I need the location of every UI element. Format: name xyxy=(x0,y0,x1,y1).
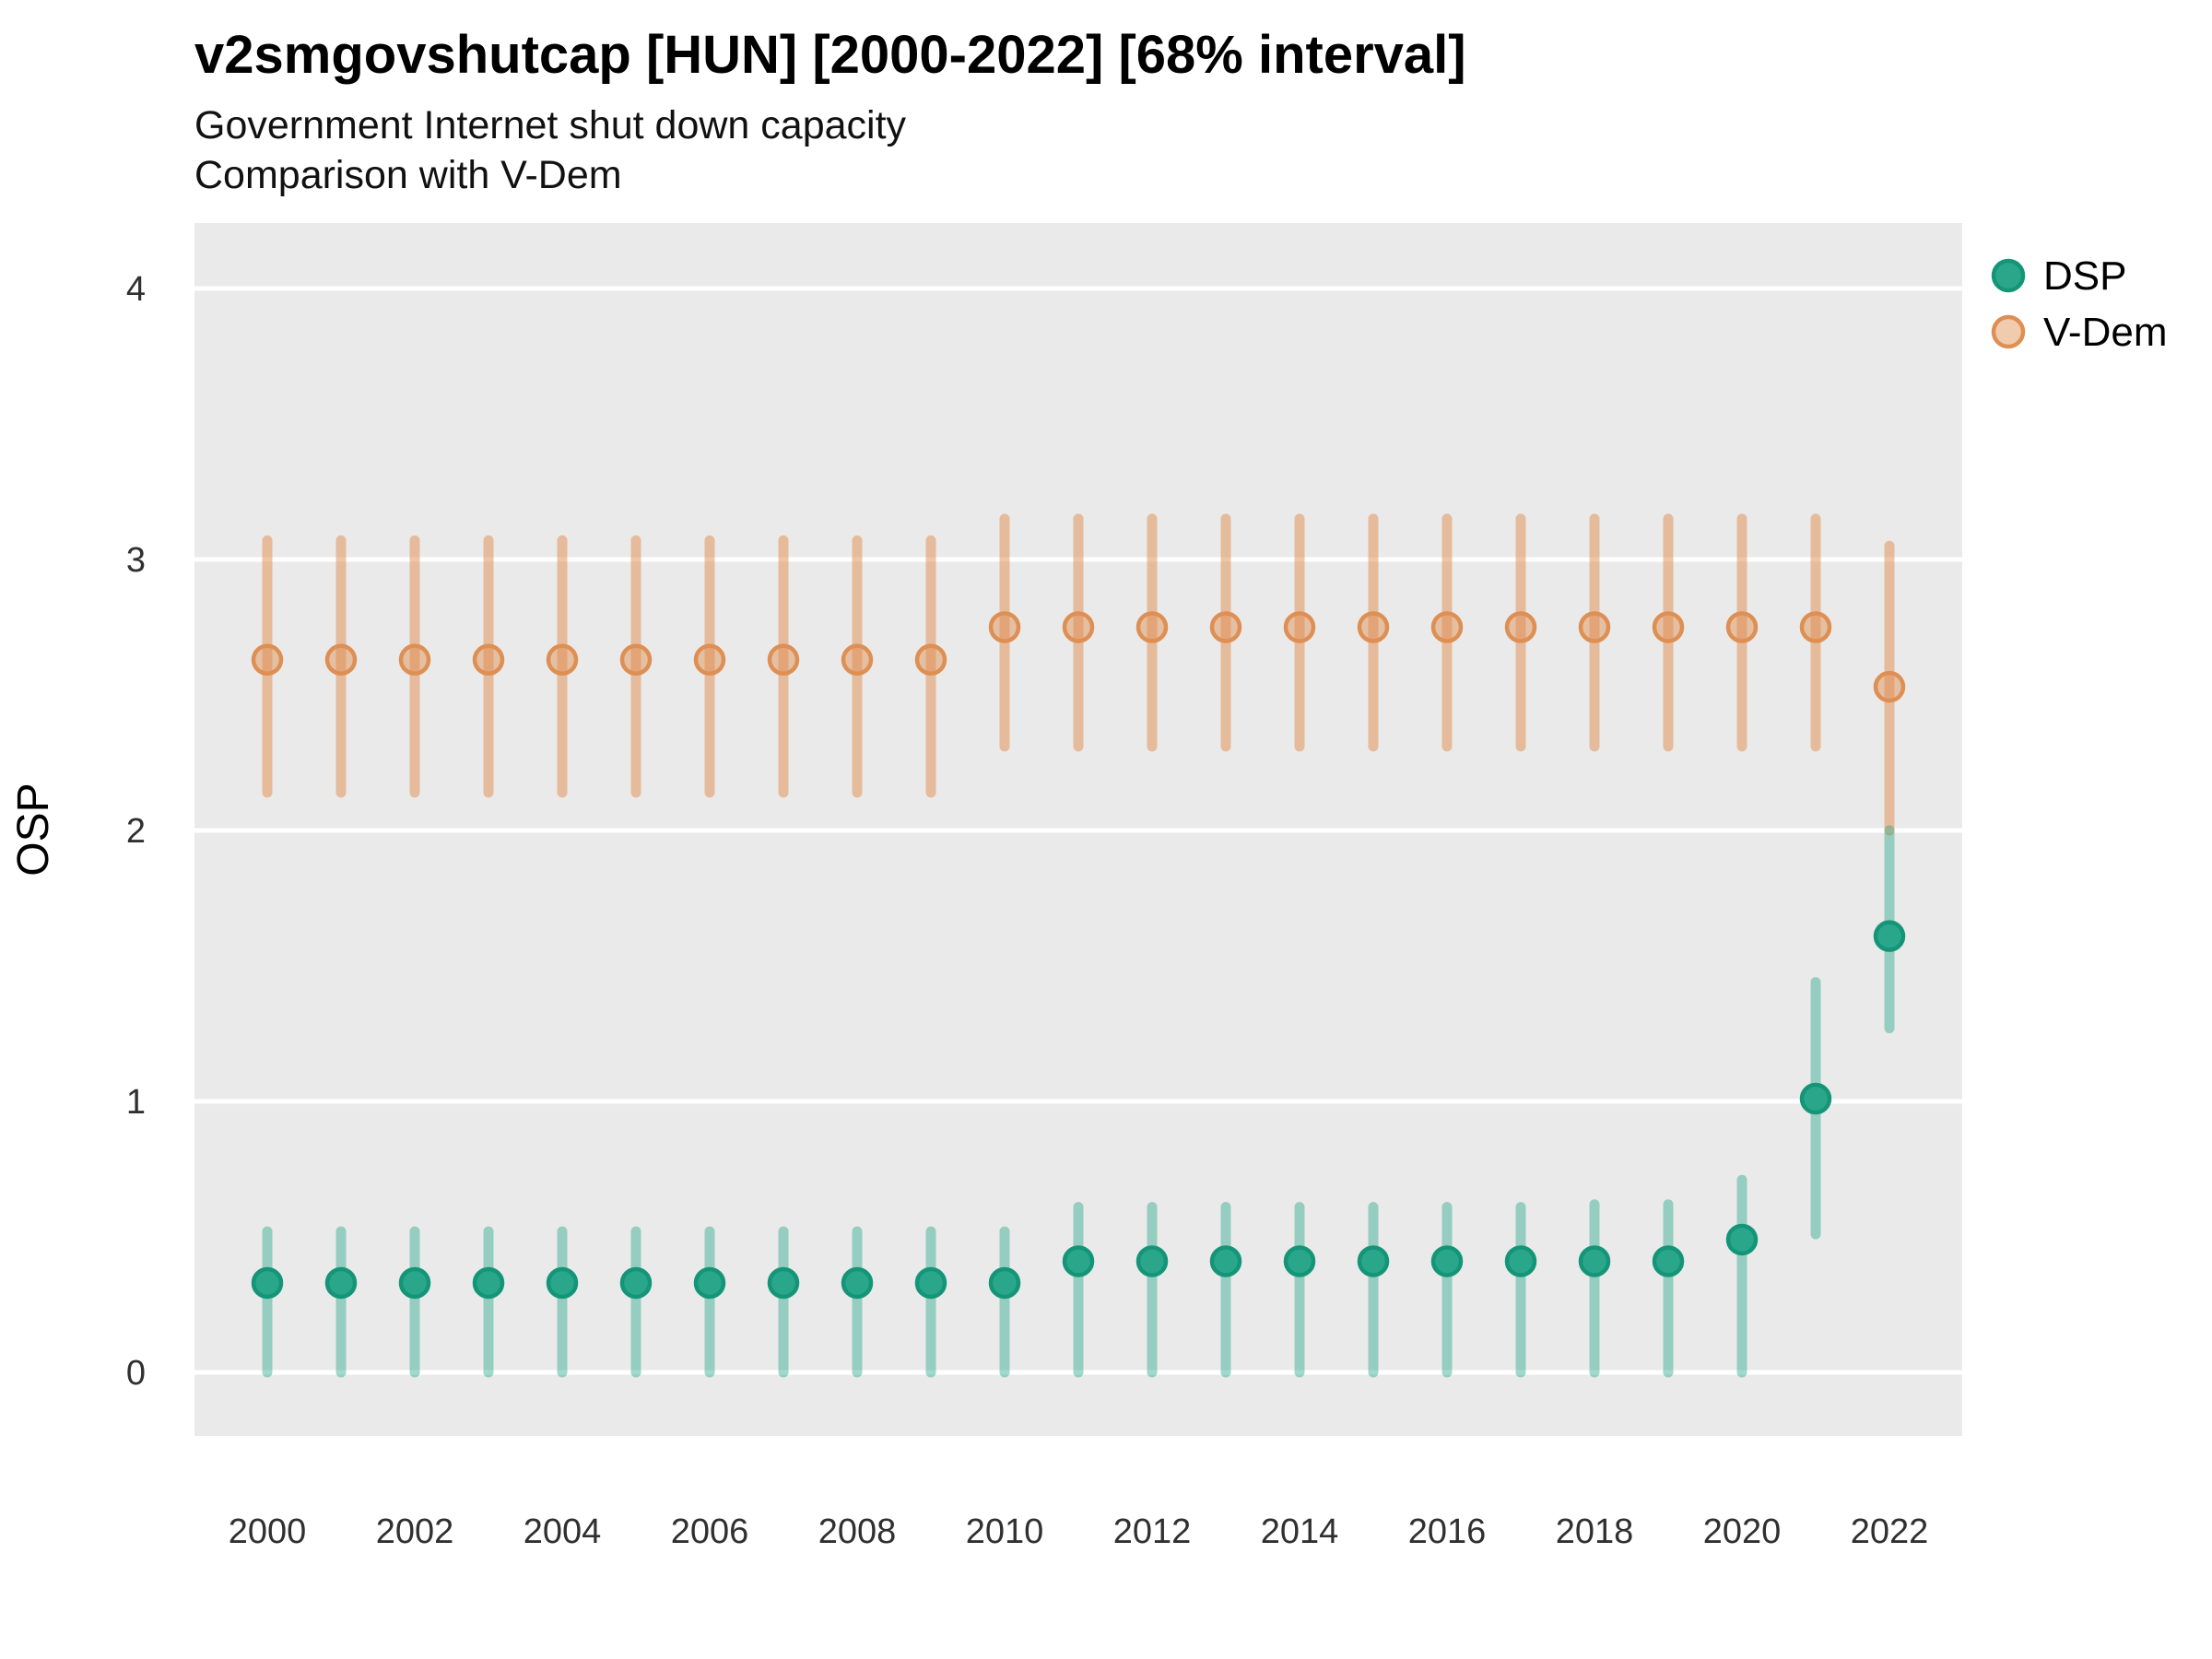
dsp-point-2014 xyxy=(1283,1245,1316,1277)
dsp-point-2013 xyxy=(1209,1245,1242,1277)
v-dem-point-2022 xyxy=(1873,670,1906,703)
legend-key-v-dem-icon xyxy=(1991,314,2026,349)
x-tick-label-2020: 2020 xyxy=(1703,1512,1782,1551)
v-dem-point-2000 xyxy=(251,643,284,677)
dsp-point-2009 xyxy=(914,1266,947,1300)
y-tick-label-0: 0 xyxy=(126,1354,146,1393)
v-dem-point-2014 xyxy=(1283,611,1316,643)
v-dem-point-2004 xyxy=(546,643,579,677)
dsp-point-2022 xyxy=(1873,920,1906,952)
x-tick-label-2014: 2014 xyxy=(1261,1512,1339,1551)
dsp-point-2002 xyxy=(398,1266,431,1300)
y-tick-label-2: 2 xyxy=(126,812,146,851)
v-dem-point-2017 xyxy=(1504,611,1537,643)
dsp-point-2011 xyxy=(1062,1245,1095,1277)
x-tick-label-2006: 2006 xyxy=(671,1512,749,1551)
dsp-point-2019 xyxy=(1652,1245,1685,1277)
v-dem-point-2015 xyxy=(1357,611,1390,643)
v-dem-point-2012 xyxy=(1135,611,1169,643)
v-dem-point-2006 xyxy=(693,643,726,677)
v-dem-point-2005 xyxy=(619,643,653,677)
dsp-point-2015 xyxy=(1357,1245,1390,1277)
v-dem-point-2016 xyxy=(1430,611,1464,643)
dsp-point-2020 xyxy=(1725,1223,1759,1256)
y-axis-title: OSP xyxy=(9,782,58,876)
v-dem-point-2013 xyxy=(1209,611,1242,643)
x-tick-label-2008: 2008 xyxy=(818,1512,897,1551)
legend-key-dsp-icon xyxy=(1991,258,2026,293)
x-tick-label-2002: 2002 xyxy=(376,1512,454,1551)
v-dem-point-2003 xyxy=(472,643,505,677)
x-tick-label-2012: 2012 xyxy=(1113,1512,1192,1551)
dsp-point-2003 xyxy=(472,1266,505,1300)
dsp-point-2005 xyxy=(619,1266,653,1300)
x-tick-label-2016: 2016 xyxy=(1408,1512,1487,1551)
v-dem-point-2009 xyxy=(914,643,947,677)
dsp-point-2021 xyxy=(1799,1082,1832,1115)
dsp-point-2008 xyxy=(841,1266,874,1300)
v-dem-point-2020 xyxy=(1725,611,1759,643)
dsp-point-2012 xyxy=(1135,1245,1169,1277)
v-dem-point-2001 xyxy=(324,643,358,677)
dsp-point-2017 xyxy=(1504,1245,1537,1277)
chart-subtitle-line1: Government Internet shut down capacity xyxy=(194,103,907,147)
y-tick-label-1: 1 xyxy=(126,1083,146,1122)
v-dem-point-2021 xyxy=(1799,611,1832,643)
x-tick-label-2004: 2004 xyxy=(524,1512,602,1551)
v-dem-point-2008 xyxy=(841,643,874,677)
legend-label-dsp: DSP xyxy=(2043,253,2126,299)
v-dem-point-2011 xyxy=(1062,611,1095,643)
chart-subtitle-line2: Comparison with V-Dem xyxy=(194,153,622,197)
y-tick-label-4: 4 xyxy=(126,270,146,309)
dsp-point-2001 xyxy=(324,1266,358,1300)
x-tick-label-2000: 2000 xyxy=(229,1512,307,1551)
x-tick-label-2018: 2018 xyxy=(1556,1512,1634,1551)
v-dem-point-2019 xyxy=(1652,611,1685,643)
dsp-point-2006 xyxy=(693,1266,726,1300)
dsp-point-2004 xyxy=(546,1266,579,1300)
v-dem-point-2010 xyxy=(988,611,1021,643)
dsp-point-2010 xyxy=(988,1266,1021,1300)
x-tick-label-2022: 2022 xyxy=(1851,1512,1929,1551)
dsp-point-2007 xyxy=(767,1266,800,1300)
dsp-point-2000 xyxy=(251,1266,284,1300)
legend-label-v-dem: V-Dem xyxy=(2043,310,2167,355)
v-dem-point-2018 xyxy=(1578,611,1611,643)
v-dem-point-2007 xyxy=(767,643,800,677)
dsp-point-2018 xyxy=(1578,1245,1611,1277)
x-tick-label-2010: 2010 xyxy=(966,1512,1044,1551)
dsp-point-2016 xyxy=(1430,1245,1464,1277)
v-dem-point-2002 xyxy=(398,643,431,677)
y-tick-label-3: 3 xyxy=(126,541,146,580)
chart-title: v2smgovshutcap [HUN] [2000-2022] [68% in… xyxy=(194,25,1466,85)
